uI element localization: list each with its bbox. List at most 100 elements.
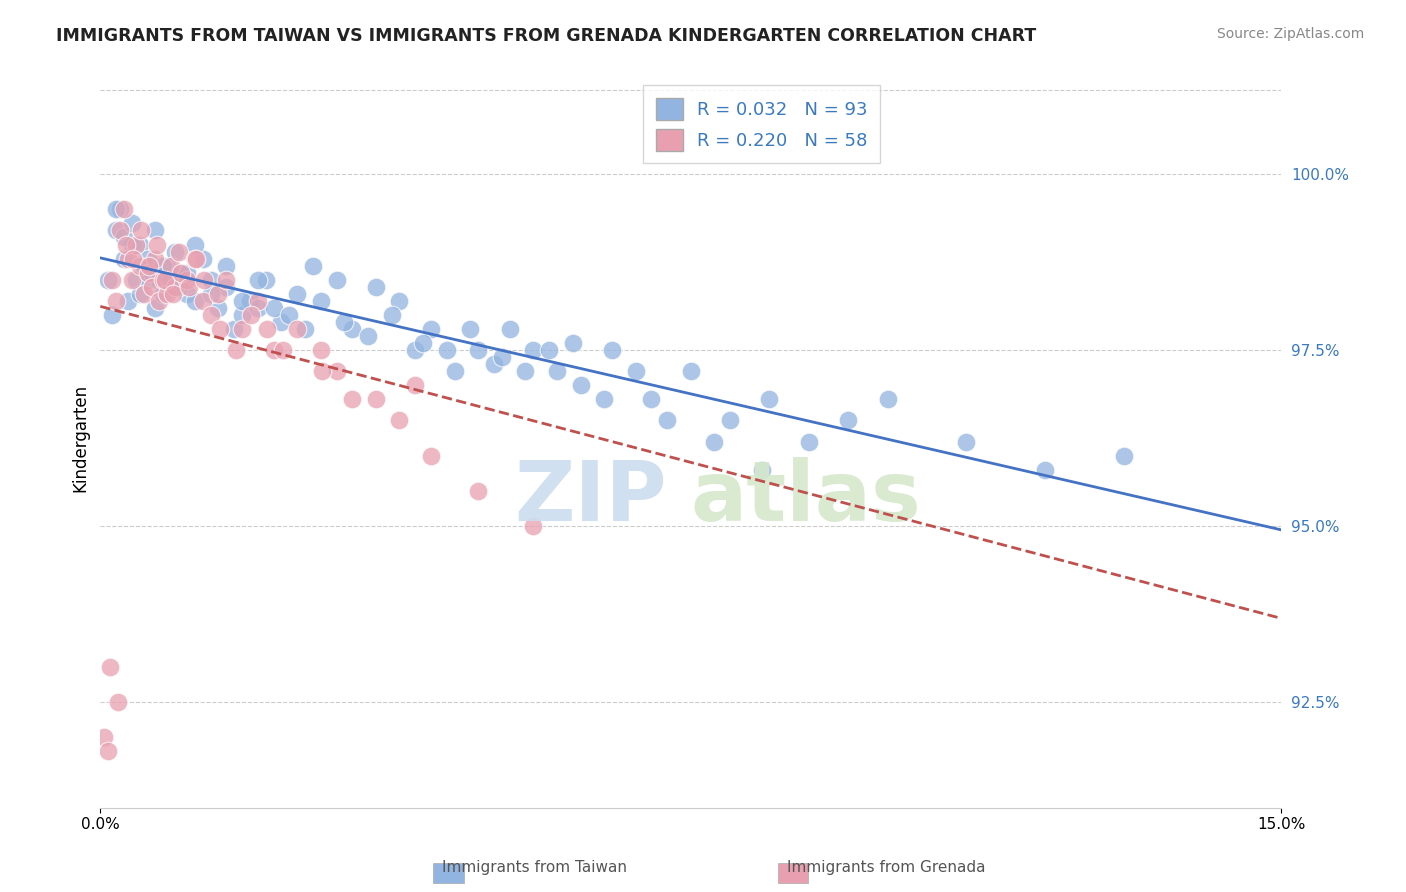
Point	[309, 293, 332, 308]
Point	[482, 357, 505, 371]
Point	[1112, 449, 1135, 463]
Point	[165, 279, 187, 293]
Point	[309, 343, 332, 357]
Legend: R = 0.032   N = 93, R = 0.220   N = 58: R = 0.032 N = 93, R = 0.220 N = 58	[643, 85, 880, 163]
Point	[443, 364, 465, 378]
Point	[101, 273, 124, 287]
Point	[246, 293, 269, 308]
Point	[404, 378, 426, 392]
Point	[294, 322, 316, 336]
Point	[593, 392, 616, 407]
Point	[325, 364, 347, 378]
Point	[146, 237, 169, 252]
Point	[499, 322, 522, 336]
Point	[679, 364, 702, 378]
Point	[125, 237, 148, 252]
Point	[156, 286, 179, 301]
Point	[128, 237, 150, 252]
Point	[436, 343, 458, 357]
Point	[169, 266, 191, 280]
Text: IMMIGRANTS FROM TAIWAN VS IMMIGRANTS FROM GRENADA KINDERGARTEN CORRELATION CHART: IMMIGRANTS FROM TAIWAN VS IMMIGRANTS FRO…	[56, 27, 1036, 45]
Point	[148, 273, 170, 287]
Text: atlas: atlas	[690, 457, 921, 538]
Point	[364, 279, 387, 293]
Point	[215, 279, 238, 293]
Point	[167, 266, 190, 280]
Point	[225, 343, 247, 357]
Point	[167, 244, 190, 259]
Point	[285, 286, 308, 301]
Point	[491, 350, 513, 364]
Point	[200, 273, 222, 287]
Point	[121, 237, 143, 252]
Point	[200, 308, 222, 322]
Point	[138, 259, 160, 273]
Point	[165, 244, 187, 259]
Point	[132, 286, 155, 301]
Point	[285, 322, 308, 336]
Point	[624, 364, 647, 378]
Point	[254, 273, 277, 287]
Point	[263, 301, 285, 315]
Point	[177, 279, 200, 293]
Point	[128, 259, 150, 273]
Point	[193, 273, 215, 287]
Point	[224, 322, 246, 336]
Point	[145, 252, 167, 266]
Point	[246, 301, 269, 315]
Point	[136, 273, 159, 287]
Point	[522, 519, 544, 533]
Point	[460, 322, 482, 336]
Point	[467, 343, 489, 357]
Point	[184, 293, 207, 308]
Point	[546, 364, 568, 378]
Point	[231, 322, 253, 336]
Point	[156, 259, 179, 273]
Point	[231, 308, 253, 322]
Point	[105, 202, 128, 217]
Point	[703, 434, 725, 449]
Point	[122, 252, 145, 266]
Point	[153, 273, 176, 287]
Point	[136, 252, 159, 266]
Point	[1033, 463, 1056, 477]
Point	[239, 293, 262, 308]
Point	[270, 315, 292, 329]
Point	[412, 336, 434, 351]
Point	[467, 483, 489, 498]
Point	[105, 223, 128, 237]
Point	[125, 273, 148, 287]
Point	[97, 744, 120, 758]
Point	[184, 237, 207, 252]
Point	[420, 322, 443, 336]
Point	[515, 364, 537, 378]
Point	[215, 273, 238, 287]
Text: Immigrants from Grenada: Immigrants from Grenada	[786, 861, 986, 875]
Point	[176, 286, 198, 301]
Point	[112, 230, 135, 244]
Point	[278, 308, 301, 322]
Point	[167, 279, 190, 293]
Point	[191, 252, 214, 266]
Text: Immigrants from Taiwan: Immigrants from Taiwan	[441, 861, 627, 875]
Text: ZIP: ZIP	[515, 457, 666, 538]
Point	[420, 449, 443, 463]
Text: Source: ZipAtlas.com: Source: ZipAtlas.com	[1216, 27, 1364, 41]
Point	[145, 223, 167, 237]
Point	[93, 731, 115, 745]
Point	[162, 286, 184, 301]
Point	[117, 252, 139, 266]
Point	[718, 413, 741, 427]
Point	[655, 413, 678, 427]
Point	[148, 293, 170, 308]
Point	[561, 336, 583, 351]
Point	[176, 273, 198, 287]
Point	[404, 343, 426, 357]
Point	[325, 273, 347, 287]
Point	[342, 322, 364, 336]
Point	[271, 343, 294, 357]
Point	[640, 392, 662, 407]
Point	[129, 223, 152, 237]
Point	[381, 308, 404, 322]
Point	[121, 273, 143, 287]
